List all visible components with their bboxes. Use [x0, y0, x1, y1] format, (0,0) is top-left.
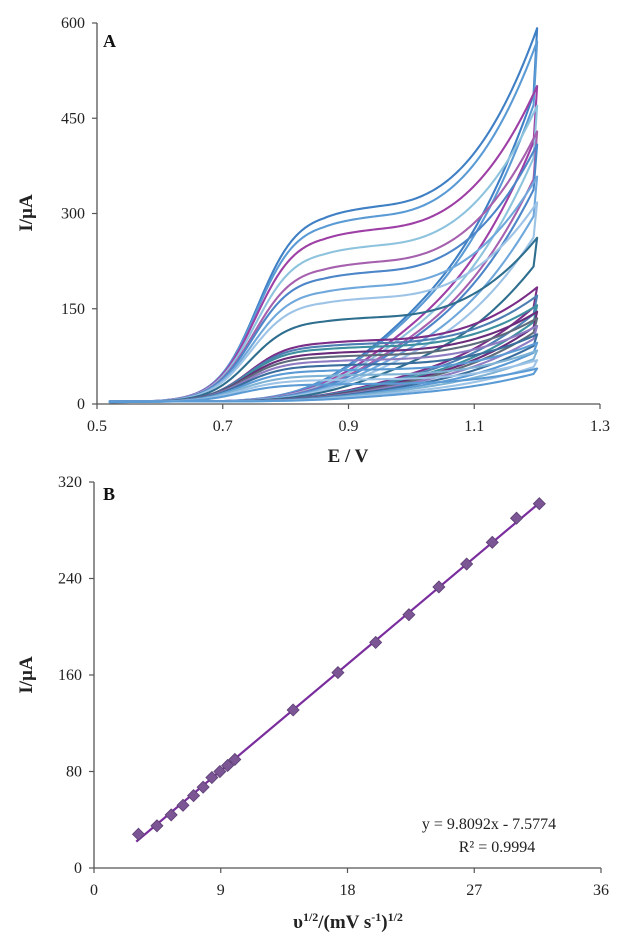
panel-b-ytick-label: 160	[58, 667, 82, 684]
panel-b-data-point	[205, 770, 219, 785]
panel-b-data-point	[532, 497, 546, 511]
panel-a-xtick-label: 0.5	[87, 418, 107, 435]
panel-b-y-title: I/µA	[16, 656, 37, 694]
panel-b-xtick-label: 36	[593, 882, 609, 899]
panel-b: B 0 9 18 27 36 0 80 160 240 320 y = 9.8092x - 7.5…	[16, 474, 609, 933]
panel-b-ytick-label: 80	[66, 764, 82, 781]
panel-a-cv-curve	[108, 40, 539, 404]
panel-b-data-point	[460, 557, 474, 571]
panel-b-data-point	[286, 703, 300, 717]
panel-a-label: A	[103, 31, 116, 51]
panel-b-data-point	[432, 580, 446, 594]
panel-b-ticks: 0 9 18 27 36 0 80 160 240 320	[58, 474, 609, 899]
panel-b-data-point	[331, 666, 345, 680]
panel-a-x-title: E / V	[328, 446, 369, 467]
panel-b-equation: y = 9.8092x - 7.5774	[422, 816, 556, 833]
panel-b-data-point	[150, 819, 164, 833]
panel-b-data-point	[131, 827, 146, 841]
panel-b-ytick-label: 240	[58, 571, 82, 588]
panel-a-ytick-label: 0	[77, 396, 85, 413]
panel-b-data-point	[509, 511, 524, 525]
panel-a-xtick-label: 1.1	[464, 418, 484, 435]
panel-b-r-squared: R² = 0.9994	[459, 839, 536, 856]
panel-b-data-point	[164, 808, 178, 822]
panel-b-data-point	[221, 758, 235, 773]
panel-b-xtick-label: 18	[340, 882, 356, 899]
panel-a-ytick-label: 600	[61, 15, 85, 32]
panel-a-ytick-label: 150	[61, 301, 85, 318]
panel-b-label: B	[103, 484, 115, 504]
panel-b-data-point	[196, 780, 210, 794]
panel-b-xtick-label: 27	[466, 882, 482, 899]
panel-b-xtick-label: 0	[90, 882, 98, 899]
panel-b-points	[131, 497, 546, 841]
panel-a: A 0.5 0.7 0.9 1.1 1.3 0 150 300 450 600 E / V I/µ…	[16, 15, 610, 467]
panel-a-xtick-label: 0.7	[213, 418, 233, 435]
panel-a-ytick-label: 300	[61, 206, 85, 223]
panel-a-xtick-label: 0.9	[339, 418, 359, 435]
panel-a-y-title: I/µA	[16, 194, 37, 232]
panel-b-data-point	[369, 635, 383, 649]
panel-b-data-point	[485, 535, 499, 549]
panel-b-xtick-label: 9	[217, 882, 225, 899]
panel-b-data-point	[402, 608, 416, 622]
panel-b-ytick-label: 320	[58, 474, 82, 491]
panel-b-data-point	[228, 752, 242, 767]
panel-b-data-point	[176, 798, 190, 812]
panel-a-ticks: 0.5 0.7 0.9 1.1 1.3 0 150 300 450 600	[61, 15, 610, 435]
panel-b-data-point	[213, 764, 227, 779]
panel-a-cv-curve	[108, 367, 539, 404]
panel-a-series-group	[108, 27, 539, 404]
panel-a-ytick-label: 450	[61, 110, 85, 127]
panel-b-ytick-label: 0	[74, 860, 82, 877]
panel-b-data-point	[187, 789, 201, 803]
panel-b-x-title: υ1/2/(mV s-1)1/2	[293, 910, 403, 933]
panel-a-xtick-label: 1.3	[590, 418, 610, 435]
